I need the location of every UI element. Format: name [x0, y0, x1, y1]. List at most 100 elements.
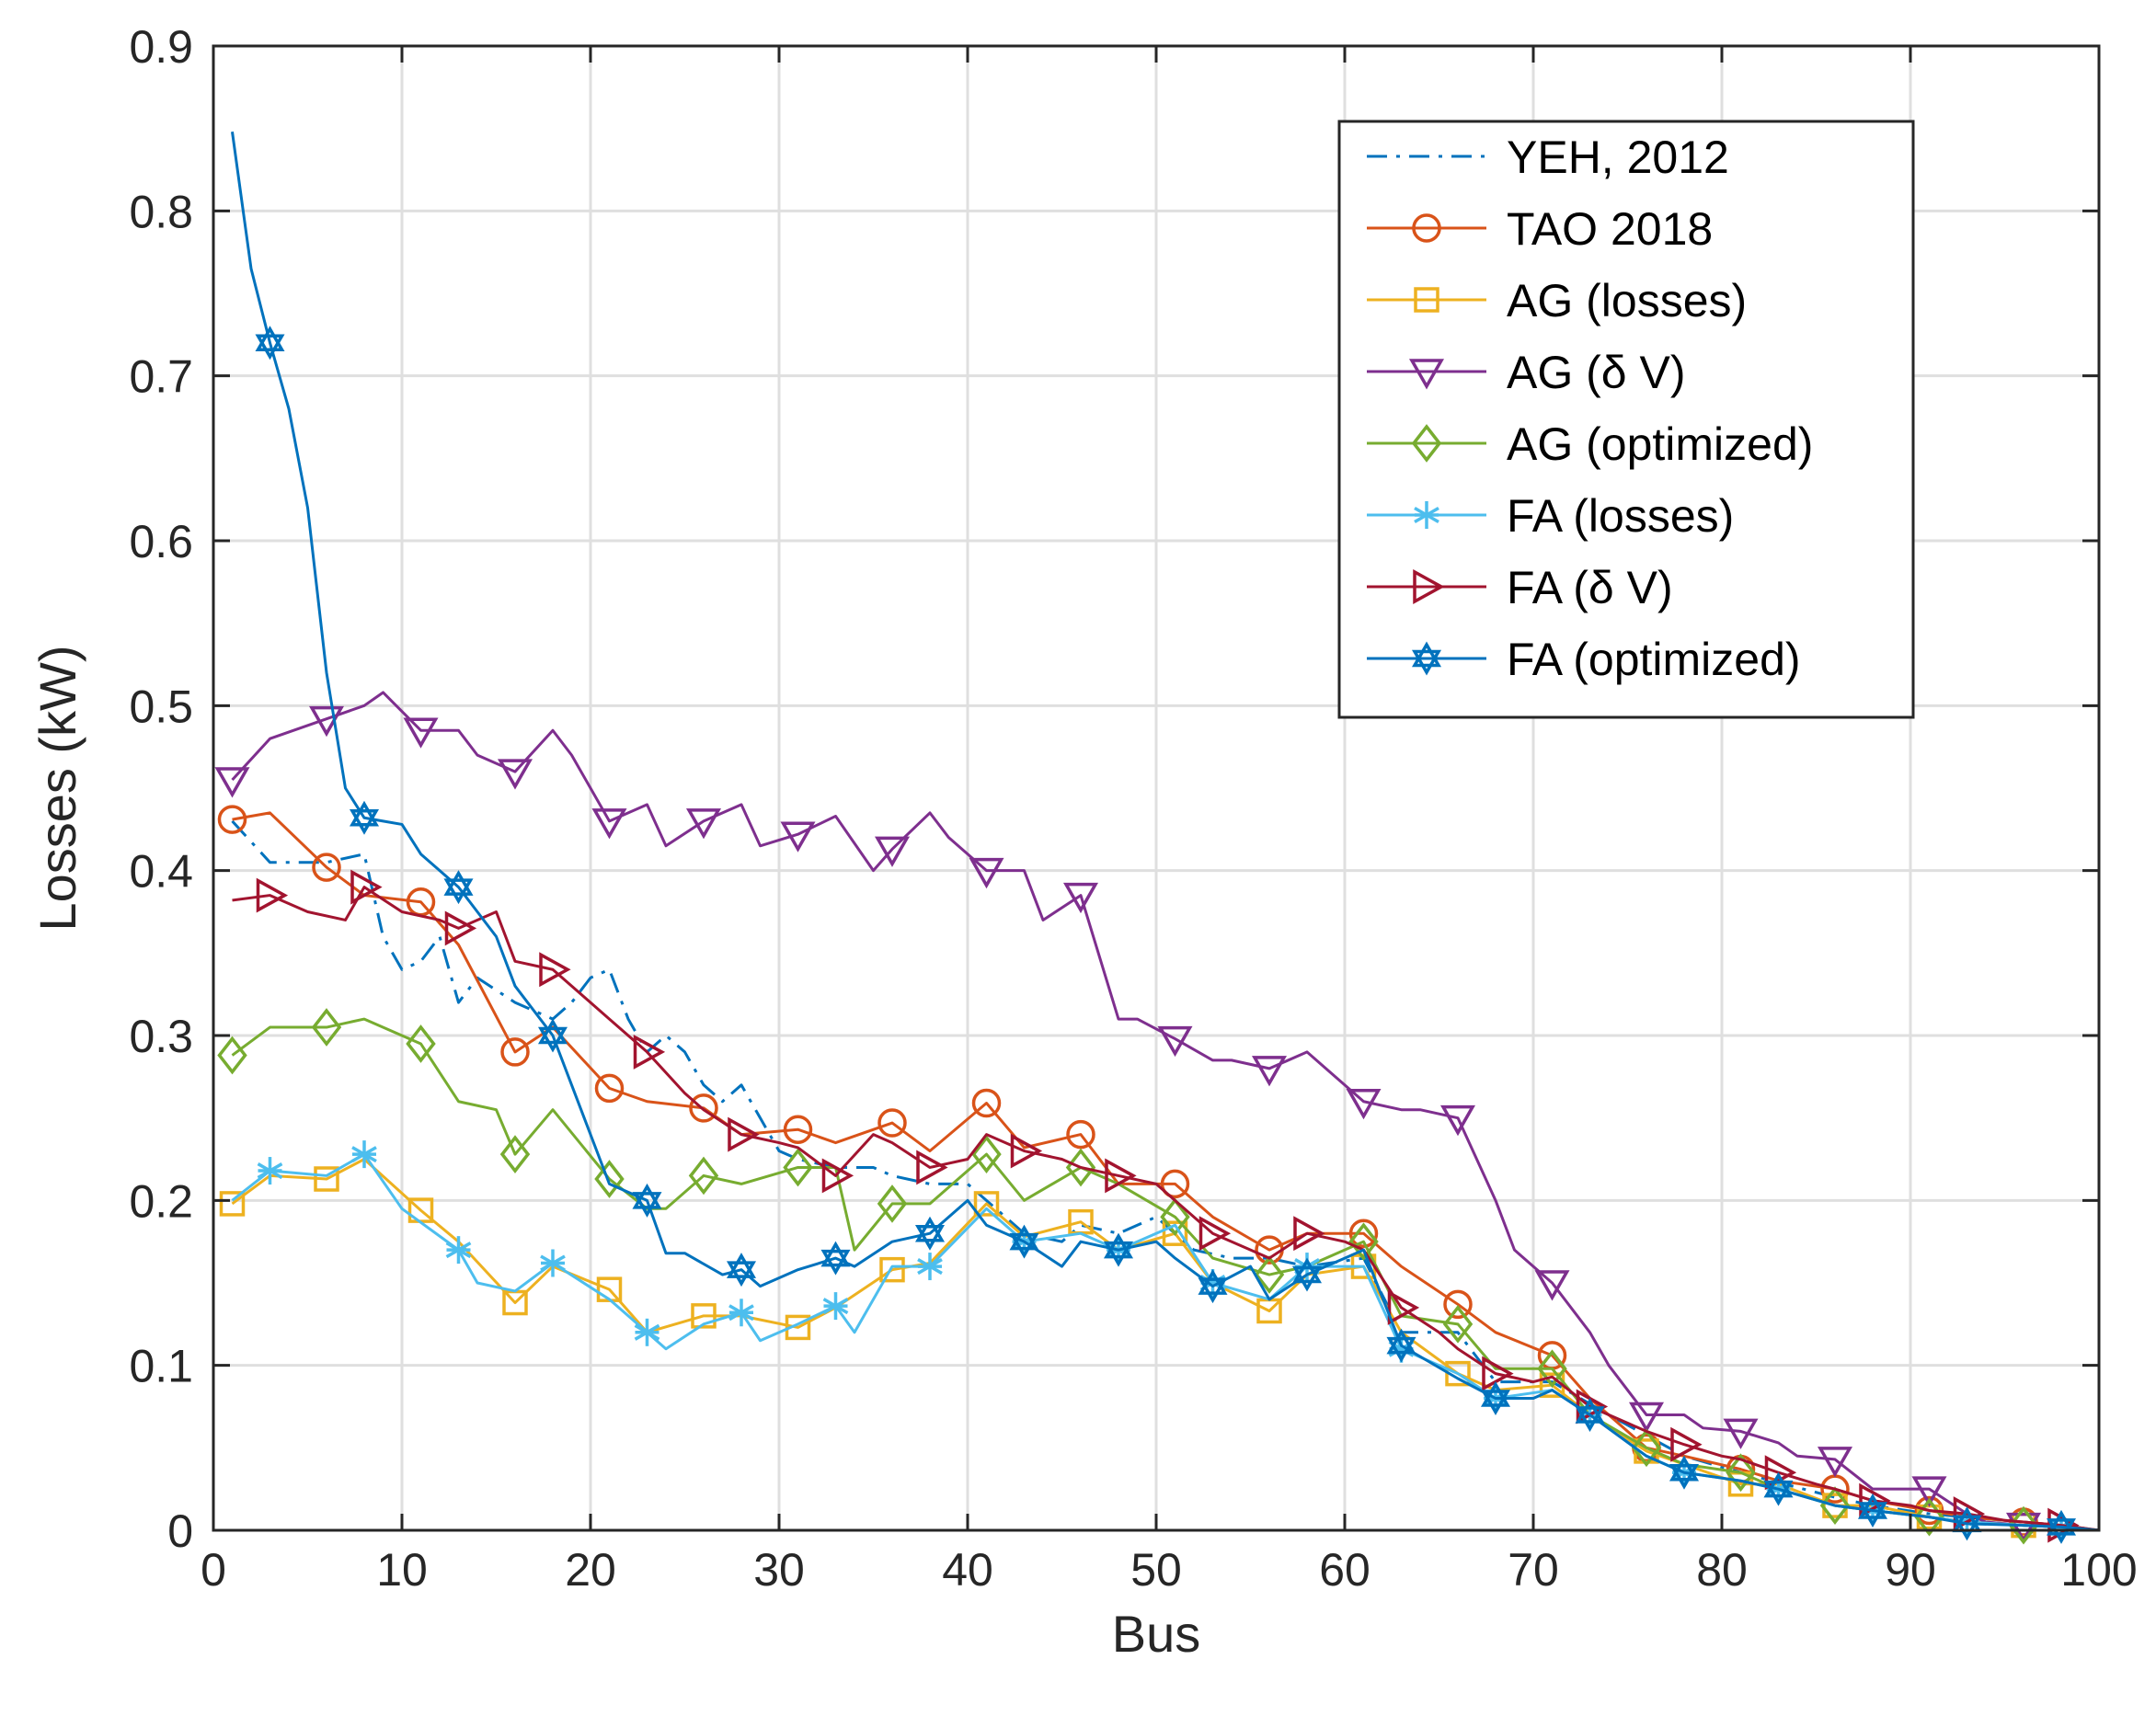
legend-item: FA (optimized): [1367, 634, 1801, 685]
data-point: [214, 767, 250, 798]
x-axis-title: Bus: [1112, 1605, 1201, 1663]
data-point: [1953, 1496, 1986, 1532]
y-tick-label: 0.1: [129, 1341, 193, 1392]
legend-label: FA (losses): [1507, 490, 1734, 542]
data-point: [728, 1299, 754, 1327]
x-tick-label: 40: [942, 1544, 993, 1596]
data-point: [1763, 1471, 1794, 1506]
y-tick-label: 0.3: [129, 1011, 193, 1062]
legend-label: YEH, 2012: [1507, 132, 1729, 183]
legend-label: TAO 2018: [1507, 203, 1713, 255]
legend-item: AG (δ V): [1367, 347, 1686, 398]
data-point: [1251, 1056, 1288, 1087]
data-point: [1413, 569, 1445, 604]
legend-item: FA (losses): [1367, 490, 1734, 542]
y-tick-label: 0.6: [129, 516, 193, 567]
data-point: [1411, 424, 1442, 463]
data-point: [1670, 1426, 1703, 1462]
x-tick-label: 20: [565, 1544, 616, 1596]
data-point: [874, 836, 911, 867]
data-point: [1480, 1381, 1511, 1416]
data-point: [971, 1088, 1002, 1118]
data-point: [1859, 1482, 1891, 1518]
x-tick-label: 70: [1508, 1544, 1559, 1596]
data-point: [1408, 359, 1445, 390]
data-point: [780, 821, 816, 853]
data-point: [1348, 1219, 1379, 1248]
data-point: [351, 1140, 377, 1169]
legend-item: TAO 2018: [1367, 203, 1713, 255]
series-line: [232, 886, 2100, 1532]
y-tick-label: 0.7: [129, 351, 193, 403]
data-point: [1412, 213, 1441, 243]
legend: YEH, 2012 TAO 2018 AG (losses) AG (δ V) AG (…: [1337, 120, 1915, 719]
data-point: [877, 1108, 907, 1138]
axis-ticks: 0 10 20 30 40 50 60 70 80 90 100 0 0.1 0.2 0.3 0.4 0.5 0.…: [129, 21, 2137, 1596]
data-point: [971, 1135, 1002, 1173]
data-point: [1857, 1493, 1888, 1528]
data-point: [633, 1034, 666, 1070]
data-point: [1198, 1269, 1228, 1304]
data-point: [403, 717, 439, 749]
data-point: [540, 1249, 566, 1277]
data-point: [1442, 1304, 1474, 1344]
data-point: [685, 808, 722, 840]
data-point: [1010, 1133, 1043, 1169]
data-point: [1631, 1428, 1662, 1468]
legend-item: YEH, 2012: [1367, 132, 1729, 183]
data-point: [632, 1183, 662, 1218]
data-point: [821, 1158, 854, 1194]
data-point: [917, 1253, 943, 1281]
data-point: [1723, 1418, 1759, 1449]
data-point: [879, 1256, 905, 1283]
x-tick-label: 90: [1885, 1544, 1936, 1596]
data-point: [2005, 1512, 2042, 1544]
data-point: [1291, 1257, 1323, 1292]
y-tick-label: 0.8: [129, 186, 193, 237]
x-tick-label: 60: [1319, 1544, 1370, 1596]
data-point: [444, 910, 477, 946]
legend-label: AG (δ V): [1507, 347, 1686, 398]
data-point: [1062, 882, 1099, 914]
data-point: [1414, 501, 1439, 529]
data-point: [1439, 1104, 1476, 1137]
legend-item: AG (optimized): [1367, 418, 1813, 470]
data-point: [1160, 1169, 1190, 1199]
data-point: [973, 1191, 1000, 1217]
series-line: [231, 691, 2100, 1532]
series-layer: [214, 132, 2100, 1545]
data-point: [1819, 1486, 1851, 1525]
data-point: [350, 869, 383, 905]
data-point: [728, 1116, 760, 1152]
legend-label: FA (δ V): [1507, 562, 1673, 613]
y-tick-label: 0.5: [129, 681, 193, 732]
data-point: [1198, 1216, 1232, 1252]
data-point: [1414, 287, 1439, 313]
data-point: [1575, 1397, 1605, 1432]
data-point: [1628, 1402, 1665, 1433]
data-point: [312, 853, 341, 882]
data-point: [539, 952, 571, 988]
data-point: [1162, 1220, 1188, 1246]
data-point: [1911, 1476, 1947, 1507]
data-point: [1482, 1356, 1514, 1391]
data-point: [1386, 1328, 1416, 1363]
data-point: [783, 1115, 813, 1144]
y-tick-label: 0.4: [129, 846, 193, 898]
data-point: [1534, 1270, 1570, 1301]
data-point: [406, 1024, 436, 1063]
data-point: [820, 1241, 851, 1276]
data-point: [1293, 1216, 1325, 1252]
data-point: [1387, 1289, 1420, 1325]
data-point: [1066, 1119, 1095, 1150]
data-point: [634, 1318, 660, 1346]
y-tick-label: 0.2: [129, 1175, 193, 1227]
data-point: [688, 1156, 719, 1196]
data-point: [1009, 1224, 1039, 1259]
data-point: [1443, 1289, 1473, 1320]
legend-label: AG (losses): [1507, 275, 1747, 326]
data-point: [499, 1135, 531, 1173]
data-point: [255, 326, 285, 360]
x-tick-label: 80: [1696, 1544, 1748, 1596]
